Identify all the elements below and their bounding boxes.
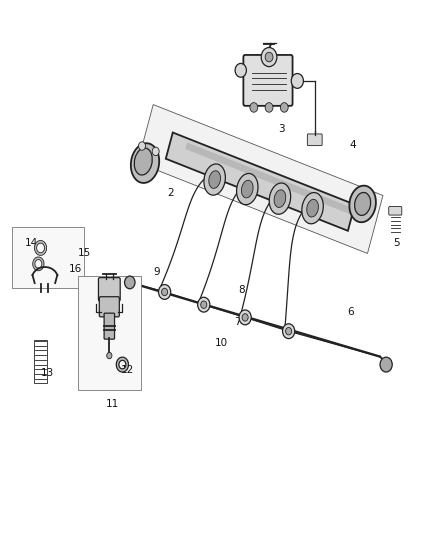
Text: 3: 3 — [278, 124, 284, 134]
Circle shape — [265, 52, 273, 62]
Circle shape — [198, 297, 210, 312]
Polygon shape — [166, 133, 355, 231]
Ellipse shape — [237, 173, 258, 205]
Ellipse shape — [241, 180, 253, 198]
Circle shape — [280, 103, 288, 112]
Text: 6: 6 — [347, 306, 354, 317]
Text: 4: 4 — [350, 140, 356, 150]
Ellipse shape — [209, 171, 220, 188]
Circle shape — [380, 357, 392, 372]
Circle shape — [265, 103, 273, 112]
Circle shape — [124, 276, 135, 289]
Circle shape — [242, 314, 248, 321]
Circle shape — [152, 147, 159, 156]
Circle shape — [235, 63, 247, 77]
Circle shape — [291, 74, 304, 88]
Text: 14: 14 — [25, 238, 39, 248]
Circle shape — [283, 324, 295, 338]
Text: 11: 11 — [106, 399, 119, 409]
Text: 10: 10 — [215, 338, 228, 349]
Text: 5: 5 — [393, 238, 400, 248]
Circle shape — [201, 301, 207, 309]
Ellipse shape — [269, 183, 291, 214]
Text: 13: 13 — [41, 368, 54, 377]
Circle shape — [107, 352, 112, 359]
FancyBboxPatch shape — [78, 276, 141, 390]
Ellipse shape — [355, 192, 371, 215]
FancyBboxPatch shape — [389, 207, 402, 215]
Circle shape — [159, 285, 171, 300]
Ellipse shape — [204, 164, 226, 195]
Ellipse shape — [134, 148, 152, 175]
Ellipse shape — [131, 143, 159, 183]
Ellipse shape — [274, 190, 286, 207]
FancyBboxPatch shape — [99, 278, 120, 301]
Circle shape — [286, 327, 292, 335]
Text: 2: 2 — [167, 188, 173, 198]
Text: 12: 12 — [121, 365, 134, 375]
Ellipse shape — [307, 199, 318, 217]
Polygon shape — [185, 142, 353, 214]
FancyBboxPatch shape — [244, 55, 293, 106]
FancyBboxPatch shape — [99, 297, 119, 317]
Circle shape — [261, 47, 277, 67]
FancyBboxPatch shape — [307, 134, 322, 146]
Text: 8: 8 — [239, 285, 245, 295]
FancyBboxPatch shape — [12, 227, 84, 288]
Circle shape — [239, 310, 251, 325]
Circle shape — [250, 103, 258, 112]
Polygon shape — [138, 104, 383, 254]
Ellipse shape — [302, 192, 323, 224]
Text: 15: 15 — [78, 248, 91, 259]
Text: 1: 1 — [130, 158, 136, 168]
Text: 9: 9 — [154, 267, 160, 277]
Text: 16: 16 — [69, 264, 82, 274]
Ellipse shape — [350, 185, 376, 222]
Circle shape — [162, 288, 168, 296]
FancyBboxPatch shape — [104, 313, 115, 339]
Circle shape — [138, 142, 145, 150]
Text: 7: 7 — [234, 317, 241, 327]
